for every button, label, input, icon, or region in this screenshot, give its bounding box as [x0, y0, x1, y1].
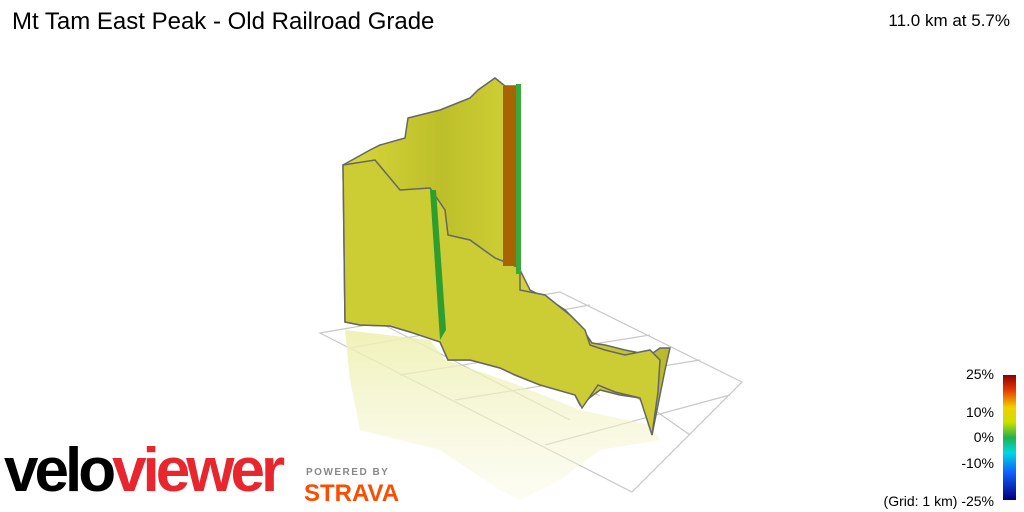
strava-logo[interactable]: STRAVA	[304, 480, 400, 507]
scale-label: -25%	[961, 493, 994, 509]
scale-label: 10%	[965, 404, 994, 420]
scale-footer: (Grid: 1 km) -25%	[884, 493, 994, 509]
front-wall	[342, 159, 661, 436]
flat-section	[516, 84, 521, 274]
title: Mt Tam East Peak - Old Railroad Grade	[12, 8, 435, 35]
grid-note: (Grid: 1 km)	[883, 493, 958, 509]
segment-stats: 11.0 km at 5.7%	[888, 11, 1010, 30]
powered-by: POWERED BY	[306, 467, 390, 478]
reflection	[345, 330, 660, 500]
flat-section	[430, 190, 446, 340]
scale-label: -10%	[961, 455, 994, 471]
scale-label: 25%	[965, 366, 994, 382]
color-scale	[1003, 375, 1016, 500]
brand-logo[interactable]: veloviewer	[4, 440, 285, 502]
brand-part: velo	[4, 436, 116, 505]
steep-section	[503, 86, 516, 266]
brand-part: viewer	[112, 436, 285, 505]
scale-label: 0%	[973, 429, 994, 445]
